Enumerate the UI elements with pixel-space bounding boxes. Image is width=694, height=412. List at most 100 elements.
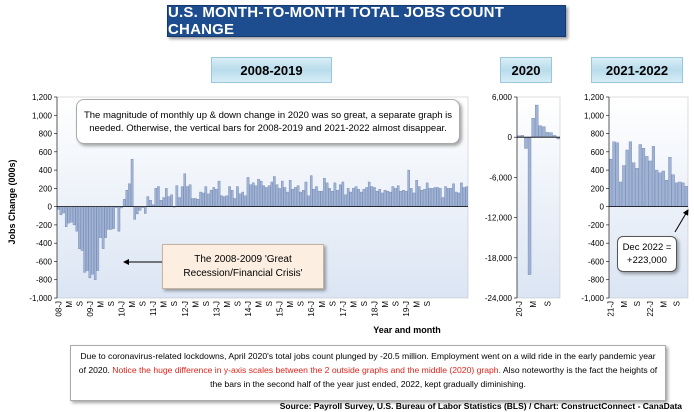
x-tick-label: M xyxy=(659,301,668,308)
bar xyxy=(244,195,247,207)
y-tick-label: -1,000 xyxy=(581,294,604,303)
bar xyxy=(307,195,310,207)
bar xyxy=(291,189,295,207)
y-tick-label: 0 xyxy=(508,133,513,142)
bar xyxy=(452,183,455,207)
bar xyxy=(420,190,424,207)
x-tick-label: S xyxy=(265,301,274,306)
bar xyxy=(57,206,60,210)
bar xyxy=(188,184,192,207)
bar xyxy=(325,182,329,207)
bar xyxy=(632,162,636,207)
bar xyxy=(112,206,115,229)
bar xyxy=(428,188,432,207)
bar xyxy=(257,179,260,207)
bar xyxy=(545,132,550,138)
bar xyxy=(167,196,171,207)
bar xyxy=(262,185,266,207)
bar xyxy=(415,179,418,207)
bar xyxy=(146,196,150,207)
bar xyxy=(67,206,71,224)
x-tick-label: 16-J xyxy=(307,301,316,317)
bar xyxy=(433,187,437,207)
bar xyxy=(62,206,65,214)
bar xyxy=(157,186,160,207)
bar xyxy=(162,197,165,207)
bar xyxy=(549,132,553,138)
panel-2021-2022: -1,000 -800 -600 -400 -200 0 200 400 600 800 1,000… xyxy=(581,93,689,317)
bar xyxy=(658,172,662,207)
x-tick-label: S xyxy=(360,301,369,306)
bar xyxy=(373,187,376,207)
y-tick-label: 1,200 xyxy=(32,93,53,102)
bar xyxy=(320,190,324,207)
bar xyxy=(281,180,284,207)
bar xyxy=(465,186,468,207)
x-tick-label: 14-J xyxy=(244,301,253,317)
bar xyxy=(346,188,350,207)
y-tick-label: 0 xyxy=(600,203,605,212)
x-tick-label: 13-J xyxy=(212,301,221,317)
bar xyxy=(354,186,358,207)
bar xyxy=(117,206,121,232)
period-label-2020: 2020 xyxy=(500,57,552,83)
bar xyxy=(304,181,308,207)
bar xyxy=(535,104,539,138)
bar xyxy=(542,126,546,138)
bar xyxy=(83,206,86,273)
y-tick-label: -6,000 xyxy=(489,173,512,182)
x-tick-label: S xyxy=(202,301,211,306)
x-tick-label: 11-J xyxy=(149,301,158,316)
bar xyxy=(444,186,447,207)
bar xyxy=(80,206,84,251)
bar xyxy=(283,187,287,207)
bar xyxy=(352,188,355,207)
bar xyxy=(412,192,416,207)
bar xyxy=(275,184,279,207)
bar xyxy=(333,182,337,207)
bar xyxy=(323,178,326,207)
bottom-commentary-highlight: Notice the huge difference in y-axis sca… xyxy=(112,365,501,375)
bar xyxy=(328,188,331,207)
x-tick-label: M xyxy=(620,301,629,308)
x-tick-label: 08-J xyxy=(54,301,63,317)
y-tick-label: -1,000 xyxy=(29,294,52,303)
x-tick-label: 20-J xyxy=(515,301,524,317)
bar xyxy=(431,188,434,207)
y-tick-label: 600 xyxy=(591,148,605,157)
bar xyxy=(278,188,281,207)
x-tick-label: M xyxy=(529,301,538,308)
bar xyxy=(107,206,110,230)
x-tick-label: M xyxy=(65,301,74,308)
y-tick-label: -800 xyxy=(588,276,605,285)
note-scale-explanation: The magnitude of monthly up & down chang… xyxy=(76,99,460,144)
x-tick-label: 17-J xyxy=(339,301,348,317)
bar xyxy=(204,186,208,207)
bar xyxy=(531,118,535,138)
bar xyxy=(294,187,297,207)
bar xyxy=(96,206,100,271)
y-tick-label: -200 xyxy=(588,221,605,230)
x-tick-label: M xyxy=(318,301,327,308)
bar xyxy=(217,180,221,207)
bar xyxy=(130,158,134,207)
bar xyxy=(225,195,229,207)
x-tick-label: S xyxy=(107,301,116,306)
y-tick-label: -800 xyxy=(36,276,53,285)
bar xyxy=(159,200,163,207)
x-tick-label: M xyxy=(255,301,264,308)
bar xyxy=(309,175,313,207)
bar xyxy=(196,199,200,207)
x-tick-label: S xyxy=(139,301,148,306)
bar xyxy=(423,189,426,207)
bottom-commentary: Due to coronavirus-related lockdowns, Ap… xyxy=(70,345,666,401)
y-tick-label: -12,000 xyxy=(485,214,513,223)
bar xyxy=(457,192,461,207)
bar xyxy=(404,190,408,207)
y-tick-label: 6,000 xyxy=(492,93,513,102)
x-tick-label: S xyxy=(392,301,401,306)
bar xyxy=(460,182,463,207)
bar xyxy=(249,184,252,207)
bar xyxy=(128,183,131,207)
bar xyxy=(317,190,321,207)
